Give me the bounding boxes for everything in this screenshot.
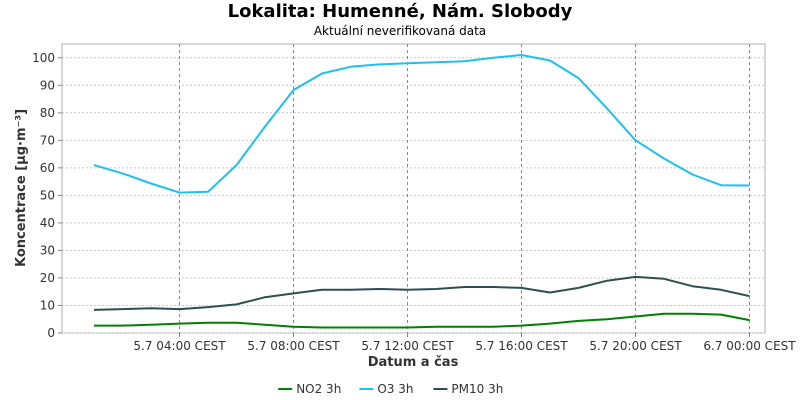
legend-label: PM10 3h <box>451 382 503 396</box>
y-tick-label: 90 <box>40 78 55 92</box>
vertical-gridlines <box>179 44 750 333</box>
chart-title: Lokalita: Humenné, Nám. Slobody <box>228 1 573 22</box>
x-axis-label: Datum a čas <box>368 355 459 370</box>
series-line <box>93 275 750 311</box>
x-tick-label: 6.7 00:00 CEST <box>703 339 796 353</box>
chart-subtitle: Aktuální neverifikovaná data <box>314 24 486 38</box>
series-line <box>94 312 750 329</box>
y-axis-label: Koncentrace [µg·m⁻³] <box>14 109 29 267</box>
y-tick-label: 60 <box>40 161 55 175</box>
y-tick-label: 0 <box>47 326 55 340</box>
y-tick-label: 30 <box>40 243 55 257</box>
legend: NO2 3h O3 3h PM10 3h <box>278 382 503 396</box>
y-tick-label: 70 <box>40 133 55 147</box>
y-tick-label: 10 <box>40 298 55 312</box>
y-tick-label: 50 <box>40 188 55 202</box>
y-tick-label: 20 <box>40 271 55 285</box>
x-tick-label: 5.7 12:00 CEST <box>361 339 454 353</box>
x-tick-label: 5.7 08:00 CEST <box>247 339 340 353</box>
y-tick-label: 100 <box>32 51 55 65</box>
legend-item: PM10 3h <box>433 382 503 396</box>
y-tick-label: 80 <box>40 106 55 120</box>
legend-item: NO2 3h <box>278 382 341 396</box>
x-tick-label: 5.7 16:00 CEST <box>475 339 568 353</box>
x-axis: 5.7 04:00 CEST 5.7 08:00 CEST 5.7 12:00 CE… <box>133 333 796 353</box>
y-tick-label: 40 <box>40 216 55 230</box>
series-lines <box>93 54 750 329</box>
legend-label: O3 3h <box>377 382 413 396</box>
x-tick-label: 5.7 04:00 CEST <box>133 339 226 353</box>
legend-label: NO2 3h <box>296 382 341 396</box>
x-tick-label: 5.7 20:00 CEST <box>589 339 682 353</box>
series-line <box>93 54 750 194</box>
legend-item: O3 3h <box>359 382 414 396</box>
y-axis: 0 10 20 30 40 50 60 70 80 90 100 <box>32 51 62 340</box>
